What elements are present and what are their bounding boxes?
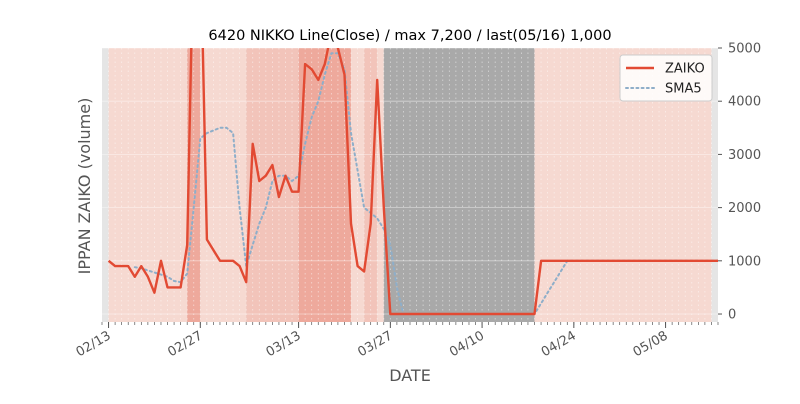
y-tick-label: 3000 <box>728 148 761 163</box>
y-tick-label: 5000 <box>728 42 761 57</box>
series-line-zaiko <box>107 48 718 316</box>
x-tick-label: 02/27 <box>165 328 205 360</box>
x-tick-label: 04/24 <box>539 328 579 360</box>
x-tick-label: 03/27 <box>355 328 395 360</box>
legend-label-zaiko: ZAIKO <box>665 62 705 77</box>
x-axis-label: DATE <box>389 366 431 385</box>
shaded-band-light <box>200 48 247 322</box>
plot-area: 0 1000 2000 3000 4000 5000 02/13 02/27 03/13 03/2… <box>74 42 761 361</box>
legend: ZAIKO SMA5 <box>619 54 713 102</box>
y-axis-label: IPPAN ZAIKO (volume) <box>75 98 94 275</box>
y-tick-label: 4000 <box>728 95 761 110</box>
y-tick-label: 0 <box>728 308 736 323</box>
chart-title: 6420 NIKKO Line(Close) / max 7,200 / las… <box>208 28 611 44</box>
y-tick-label: 1000 <box>728 254 761 269</box>
x-tick-label: 04/10 <box>447 328 487 360</box>
x-tick-label: 03/13 <box>264 328 304 360</box>
x-tick-label: 05/08 <box>631 328 671 360</box>
x-tick-label: 02/13 <box>74 328 114 360</box>
shaded-band-light <box>351 48 365 322</box>
legend-box <box>619 54 713 102</box>
shaded-band-light <box>377 48 384 322</box>
shaded-band-gray <box>383 48 535 322</box>
legend-label-sma5: SMA5 <box>665 82 702 97</box>
y-tick-label: 2000 <box>728 201 761 216</box>
